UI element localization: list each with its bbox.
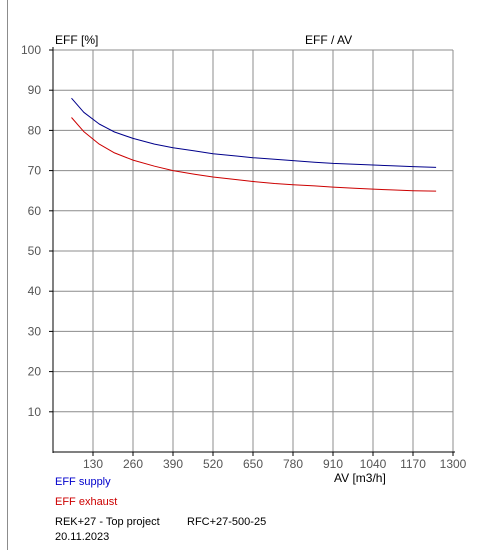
frame-border — [7, 0, 8, 550]
x-tick-label: 650 — [243, 457, 263, 471]
x-tick-label: 910 — [323, 457, 343, 471]
y-tick-label: 70 — [28, 164, 42, 178]
chart-title: EFF / AV — [305, 33, 352, 47]
x-tick-label: 1300 — [440, 457, 467, 471]
y-tick-label: 10 — [28, 405, 42, 419]
x-tick-label: 390 — [163, 457, 183, 471]
x-tick-label: 780 — [283, 457, 303, 471]
y-tick-label: 90 — [28, 83, 42, 97]
y-tick-label: 50 — [28, 244, 42, 258]
y-tick-label: 20 — [28, 365, 42, 379]
y-tick-label: 80 — [28, 123, 42, 137]
labels-group: EFF [%] EFF / AV AV [m3/h] — [55, 33, 386, 485]
project-name: REK+27 - Top project — [55, 516, 160, 528]
series-line-supply — [71, 97, 437, 168]
report-date: 20.11.2023 — [55, 531, 110, 543]
y-tick-label: 60 — [28, 204, 42, 218]
legend-item-exhaust: EFF exhaust — [55, 496, 118, 508]
series-line-exhaust — [71, 117, 437, 192]
x-tick-label: 1170 — [400, 457, 426, 471]
x-tick-label: 520 — [203, 457, 223, 471]
x-axis-label: AV [m3/h] — [334, 471, 386, 485]
x-tick-label: 130 — [83, 457, 103, 471]
grid — [53, 49, 454, 452]
y-tick-label: 30 — [28, 324, 42, 338]
y-tick-label: 40 — [28, 284, 42, 298]
y-tick-label: 100 — [21, 43, 41, 57]
y-axis-label: EFF [%] — [55, 33, 98, 47]
x-tick-label: 1040 — [360, 457, 387, 471]
model-name: RFC+27-500-25 — [187, 516, 267, 528]
axes: 130 260 390 520 650 780 910 1040 1170 1300 10 20 30 4… — [21, 43, 467, 471]
series-group — [71, 97, 437, 192]
legend-item-supply: EFF supply — [55, 476, 111, 488]
x-tick-label: 260 — [123, 457, 143, 471]
